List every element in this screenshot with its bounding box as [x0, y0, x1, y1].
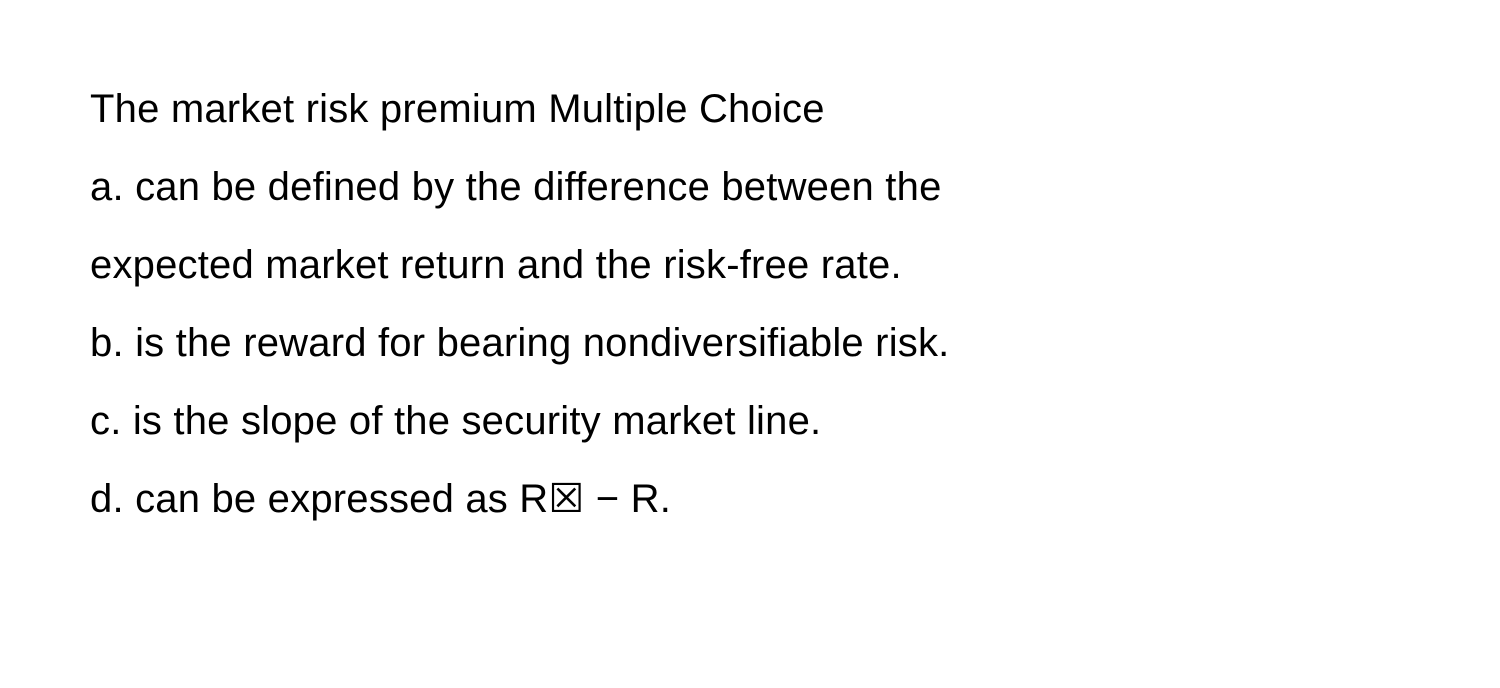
option-b: b. is the reward for bearing nondiversif…	[90, 304, 1410, 382]
option-c: c. is the slope of the security market l…	[90, 382, 1410, 460]
question-prompt: The market risk premium Multiple Choice	[90, 70, 1410, 148]
option-a-line1: a. can be defined by the difference betw…	[90, 148, 1410, 226]
option-a-line2: expected market return and the risk-free…	[90, 226, 1410, 304]
question-container: The market risk premium Multiple Choice …	[90, 70, 1410, 538]
option-d: d. can be expressed as R☒ − R.	[90, 460, 1410, 538]
